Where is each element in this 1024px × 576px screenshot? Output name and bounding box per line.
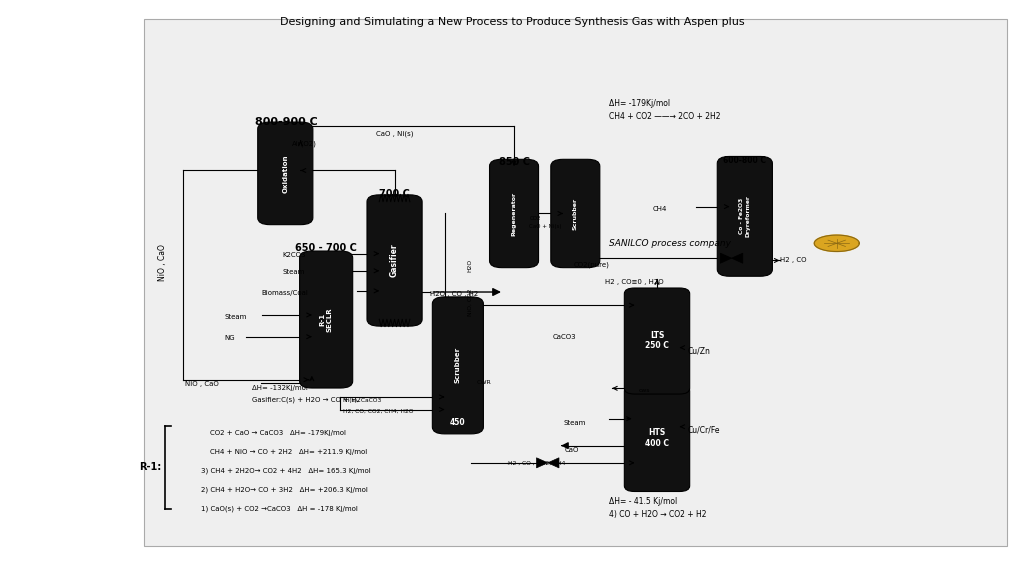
Polygon shape xyxy=(548,458,559,468)
Polygon shape xyxy=(814,235,859,252)
Text: 650 - 700 C: 650 - 700 C xyxy=(295,243,357,253)
FancyBboxPatch shape xyxy=(432,297,483,434)
Text: CaO + Ni(s): CaO + Ni(s) xyxy=(529,223,562,229)
Text: CH4: CH4 xyxy=(653,206,668,212)
Text: 4) CO + H2O → CO2 + H2: 4) CO + H2O → CO2 + H2 xyxy=(609,510,707,519)
FancyBboxPatch shape xyxy=(300,251,352,388)
Text: Oxidation: Oxidation xyxy=(283,154,289,192)
Text: ΔH= -132Kj/mol: ΔH= -132Kj/mol xyxy=(252,385,307,391)
Text: Steam: Steam xyxy=(563,420,586,426)
FancyBboxPatch shape xyxy=(489,160,539,268)
Text: Scrubber: Scrubber xyxy=(572,198,578,230)
Text: NiO , CaO: NiO , CaO xyxy=(185,381,219,387)
Text: ΔH= -179Kj/mol: ΔH= -179Kj/mol xyxy=(609,99,670,108)
Polygon shape xyxy=(537,458,548,468)
Text: CaO: CaO xyxy=(565,446,580,453)
Text: Cu/Cr/Fe: Cu/Cr/Fe xyxy=(688,426,720,435)
Polygon shape xyxy=(720,253,731,263)
Text: H2 , CO: H2 , CO xyxy=(779,257,806,263)
Text: Gasifier:C(s) + H2O → CO + H2: Gasifier:C(s) + H2O → CO + H2 xyxy=(252,396,360,403)
Text: R-1:: R-1: xyxy=(139,463,162,472)
Text: H2O , CO , H2: H2O , CO , H2 xyxy=(430,291,478,297)
Text: 3) CH4 + 2H2O→ CO2 + 4H2   ΔH= 165.3 Kj/mol: 3) CH4 + 2H2O→ CO2 + 4H2 ΔH= 165.3 Kj/mo… xyxy=(201,468,371,474)
Text: Scrubber: Scrubber xyxy=(455,347,461,384)
Text: Air(O2): Air(O2) xyxy=(293,141,317,147)
Text: CH4 + NiO → CO + 2H2   ΔH= +211.9 Kj/mol: CH4 + NiO → CO + 2H2 ΔH= +211.9 Kj/mol xyxy=(201,449,367,455)
Text: CO2(pure): CO2(pure) xyxy=(573,261,609,268)
Text: 850 C: 850 C xyxy=(499,157,529,167)
Text: H2, CO, CO2, CH4, H2O: H2, CO, CO2, CH4, H2O xyxy=(343,409,414,414)
Text: CO2: CO2 xyxy=(529,215,541,221)
Text: NiO, CO2: NiO, CO2 xyxy=(468,289,473,316)
Text: Steam: Steam xyxy=(224,314,247,320)
Text: CaO , Ni(s): CaO , Ni(s) xyxy=(376,130,414,137)
Text: cws: cws xyxy=(639,388,650,392)
Text: Cu/Zn: Cu/Zn xyxy=(688,347,711,355)
FancyBboxPatch shape xyxy=(367,195,422,326)
Text: CaCO3: CaCO3 xyxy=(553,334,577,340)
Text: 800-900 C: 800-900 C xyxy=(255,117,317,127)
Text: 2) CH4 + H2O→ CO + 3H2   ΔH= +206.3 Kj/mol: 2) CH4 + H2O→ CO + 3H2 ΔH= +206.3 Kj/mol xyxy=(201,487,368,493)
Text: H2 , CO , CO2, CH4: H2 , CO , CO2, CH4 xyxy=(508,460,565,465)
Text: 600-800 C: 600-800 C xyxy=(723,156,766,165)
Text: CH4 + CO2 ——→ 2CO + 2H2: CH4 + CO2 ——→ 2CO + 2H2 xyxy=(609,112,721,120)
FancyBboxPatch shape xyxy=(551,160,600,268)
Text: LTS
250 C: LTS 250 C xyxy=(645,331,669,350)
Text: H2 , CO≡0 , H2O: H2 , CO≡0 , H2O xyxy=(605,279,664,285)
Text: 450: 450 xyxy=(451,418,466,427)
Polygon shape xyxy=(731,253,742,263)
FancyBboxPatch shape xyxy=(625,288,690,394)
FancyBboxPatch shape xyxy=(625,385,690,491)
Text: Designing and Simulating a New Process to Produce Synthesis Gas with Aspen plus: Designing and Simulating a New Process t… xyxy=(280,17,744,27)
Text: Regenerator: Regenerator xyxy=(512,191,516,236)
FancyBboxPatch shape xyxy=(717,157,772,276)
Text: Biomass/Coal: Biomass/Coal xyxy=(262,290,308,295)
Text: CWR: CWR xyxy=(476,380,490,385)
Text: 1) CaO(s) + CO2 →CaCO3   ΔH = -178 Kj/mol: 1) CaO(s) + CO2 →CaCO3 ΔH = -178 Kj/mol xyxy=(201,506,357,512)
Text: K2CO3: K2CO3 xyxy=(283,252,306,257)
Text: Ni(s), CaCO3: Ni(s), CaCO3 xyxy=(343,399,382,403)
Text: HTS
400 C: HTS 400 C xyxy=(645,429,669,448)
Text: NiO , CaO: NiO , CaO xyxy=(159,244,167,281)
Text: NG: NG xyxy=(224,335,234,342)
Text: Gasifier: Gasifier xyxy=(390,244,399,277)
Text: R-1
SECLR: R-1 SECLR xyxy=(319,307,333,332)
Text: Steam: Steam xyxy=(283,269,304,275)
Text: Co - Fe2O3
Dryreformer: Co - Fe2O3 Dryreformer xyxy=(739,195,751,237)
Text: 700 C: 700 C xyxy=(379,190,410,199)
Text: H2O: H2O xyxy=(468,259,473,272)
Text: ΔH= - 41.5 Kj/mol: ΔH= - 41.5 Kj/mol xyxy=(609,497,677,506)
FancyBboxPatch shape xyxy=(258,122,313,225)
Text: SANILCO process company: SANILCO process company xyxy=(609,239,731,248)
Text: CO2 + CaO → CaCO3   ΔH= -179Kj/mol: CO2 + CaO → CaCO3 ΔH= -179Kj/mol xyxy=(201,430,345,436)
FancyBboxPatch shape xyxy=(144,18,1008,546)
